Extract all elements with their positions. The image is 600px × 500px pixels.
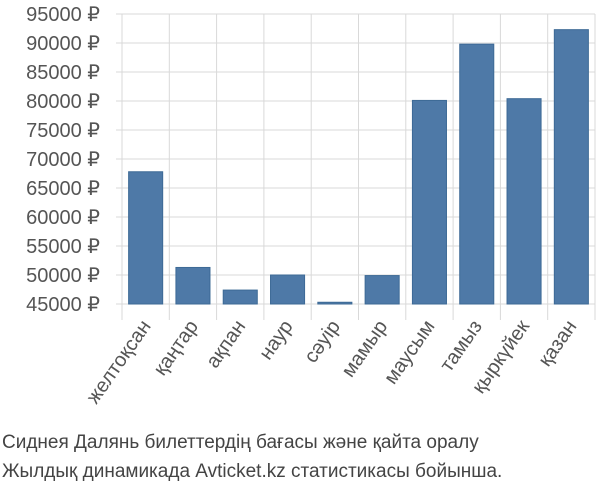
caption-line-1: Сиднея Далянь билеттердің бағасы және қа… <box>2 432 479 453</box>
y-tick-label: 80000 ₽ <box>26 91 100 113</box>
bar-8 <box>506 98 542 305</box>
x-tick-label: қаңтар <box>149 316 203 379</box>
price-bar-chart: 45000 ₽ 50000 ₽ 55000 ₽ 60000 ₽ 65000 ₽ 70000… <box>26 4 596 408</box>
bar-3 <box>270 274 306 305</box>
bar-7 <box>459 43 495 305</box>
x-tick-label: желтоқсан <box>82 316 155 408</box>
bars <box>128 29 589 305</box>
y-tick-label: 60000 ₽ <box>26 207 100 229</box>
caption-line-2: Жылдық динамикада Avticket.kz статистика… <box>2 461 503 482</box>
x-tick-label: қазан <box>534 316 581 370</box>
bar-5 <box>364 275 400 305</box>
y-tick-label: 55000 ₽ <box>26 236 100 258</box>
bar-9 <box>553 29 589 305</box>
x-tick-label: сәуір <box>300 316 345 367</box>
bar-0 <box>128 171 164 305</box>
y-tick-label: 65000 ₽ <box>26 178 100 200</box>
y-tick-labels: 45000 ₽ 50000 ₽ 55000 ₽ 60000 ₽ 65000 ₽ 70000… <box>26 4 100 316</box>
bar-1 <box>175 266 211 305</box>
y-tick-label: 45000 ₽ <box>26 294 100 316</box>
y-tick-label: 50000 ₽ <box>26 265 100 287</box>
y-tick-label: 70000 ₽ <box>26 149 100 171</box>
x-tick-label: наур <box>255 316 298 364</box>
y-tick-label: 75000 ₽ <box>26 120 100 142</box>
grid-lines <box>116 13 596 320</box>
x-tick-label: тамыз <box>436 316 487 376</box>
bar-6 <box>411 99 447 305</box>
bar-2 <box>222 289 258 305</box>
y-tick-label: 85000 ₽ <box>26 62 100 84</box>
x-tick-label: ақпан <box>202 316 250 372</box>
bar-4 <box>317 301 353 305</box>
y-tick-label: 95000 ₽ <box>26 4 100 26</box>
y-tick-label: 90000 ₽ <box>26 33 100 55</box>
